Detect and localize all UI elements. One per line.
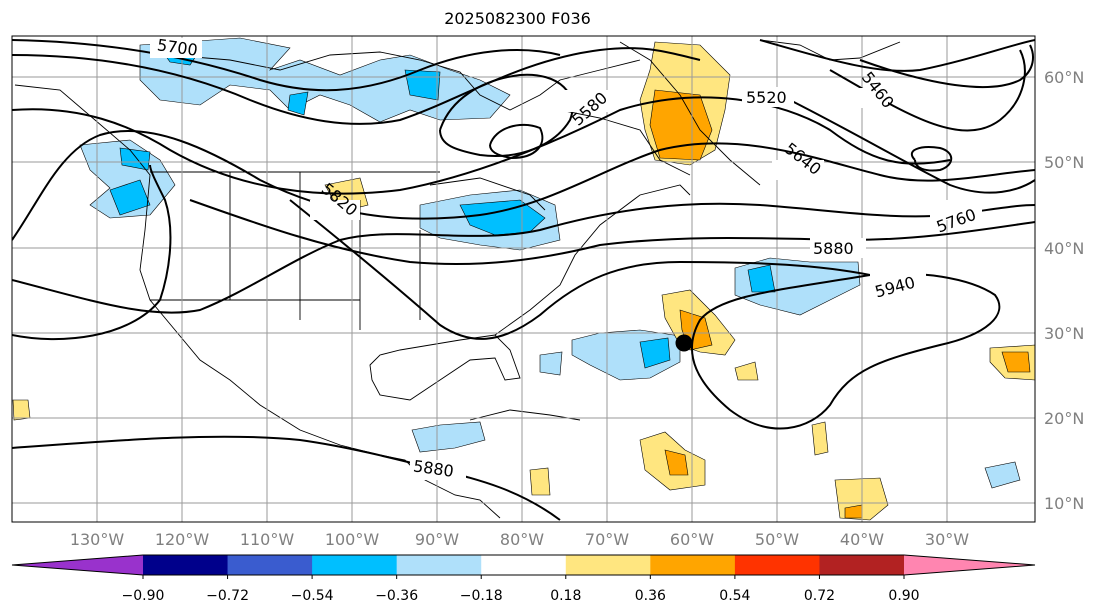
- colorbar-segment: [565, 555, 651, 575]
- colorbar-segment: [819, 555, 905, 575]
- lat-label: 60°N: [1044, 68, 1084, 87]
- longitude-labels: 130°W 120°W 110°W 100°W 90°W 80°W 70°W 6…: [70, 530, 969, 549]
- colorbar-tick-label: 0.18: [550, 588, 581, 604]
- lon-label: 120°W: [155, 530, 210, 549]
- lon-label: 50°W: [755, 530, 799, 549]
- colorbar-tick-label: 0.72: [804, 588, 835, 604]
- lon-label: 40°W: [840, 530, 884, 549]
- height-contours: [12, 39, 1035, 521]
- map-title: 2025082300 F036: [444, 9, 591, 28]
- colorbar-tick-label: 0.54: [719, 588, 750, 604]
- lon-label: 100°W: [325, 530, 380, 549]
- lat-label: 40°N: [1044, 239, 1084, 258]
- lat-label: 10°N: [1044, 494, 1084, 513]
- colorbar-tick-label: −0.36: [375, 588, 418, 604]
- colorbar-segment: [143, 555, 229, 575]
- latitude-labels: 60°N 50°N 40°N 30°N 20°N 10°N: [1044, 68, 1084, 513]
- colorbar-tick-label: 0.36: [635, 588, 666, 604]
- colorbar-tick-label: −0.72: [206, 588, 249, 604]
- lon-label: 110°W: [240, 530, 295, 549]
- map-frame: [11, 35, 1036, 523]
- colorbar-tick-label: −0.18: [460, 588, 503, 604]
- colorbar-segment: [734, 555, 820, 575]
- colorbar-tick-label: −0.54: [291, 588, 334, 604]
- contour-label-5520: 5520: [746, 88, 787, 107]
- lat-label: 50°N: [1044, 153, 1084, 172]
- lon-label: 80°W: [500, 530, 544, 549]
- colorbar-tick-label: 0.90: [888, 588, 919, 604]
- contour-labels: 5700 5580 5520 5460 5640 5760 5820 5880 …: [150, 35, 982, 481]
- lon-label: 60°W: [670, 530, 714, 549]
- colorbar-segment: [312, 555, 398, 575]
- storm-position-marker: [675, 334, 693, 352]
- lat-label: 20°N: [1044, 409, 1084, 428]
- colorbar-extend-high: [904, 555, 1035, 575]
- contour-label-5700: 5700: [156, 35, 199, 59]
- contour-label-5880: 5880: [813, 239, 854, 258]
- colorbar-segment: [650, 555, 736, 575]
- lon-label: 90°W: [415, 530, 459, 549]
- colorbar-segment: [481, 555, 567, 575]
- colorbar: −0.90 −0.72 −0.54 −0.36 −0.18 0.18 0.36 0.54 0.7…: [11, 554, 1036, 604]
- colorbar-extend-low: [12, 555, 143, 575]
- colorbar-tick-label: −0.90: [122, 588, 165, 604]
- colorbar-segment: [227, 555, 313, 575]
- lon-label: 30°W: [925, 530, 969, 549]
- colorbar-segment: [396, 555, 482, 575]
- lon-label: 70°W: [585, 530, 629, 549]
- lat-label: 30°N: [1044, 324, 1084, 343]
- lon-label: 130°W: [70, 530, 125, 549]
